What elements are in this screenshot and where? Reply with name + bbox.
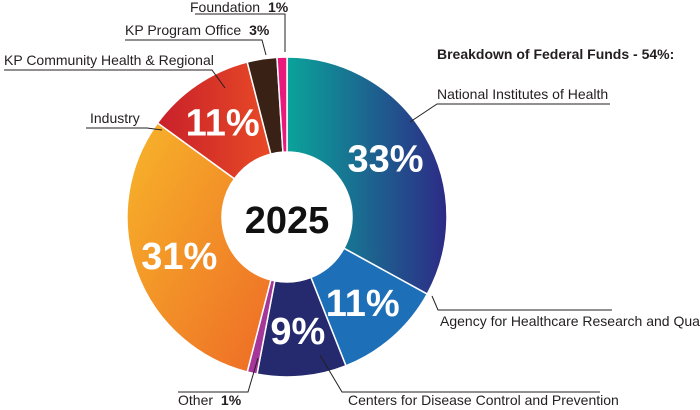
slice-percent-labels: 33%11%9%31%11%: [141, 102, 423, 353]
leader-industry: [86, 127, 163, 131]
label-other: Other 1%: [178, 392, 242, 408]
leader-ahrq: [431, 295, 612, 311]
leader-other: [178, 357, 259, 393]
leader-kpo: [125, 39, 267, 56]
pct-agency-for-healthcare-research-and-quality: 11%: [326, 283, 400, 325]
label-other-name: Other: [178, 392, 213, 408]
pct-national-institutes-of-health: 33%: [348, 139, 424, 181]
slice-industry: [126, 121, 272, 373]
label-nih: National Institutes of Health: [437, 86, 608, 102]
label-industry: Industry: [90, 110, 140, 126]
label-foundation: Foundation 1%: [190, 0, 289, 15]
label-kp-program-office: KP Program Office 3%: [125, 22, 270, 38]
pct-centers-for-disease-control-and-prevention: 9%: [270, 311, 325, 353]
label-cdc: Centers for Disease Control and Preventi…: [348, 392, 619, 408]
label-foundation-pct: 1%: [268, 0, 289, 15]
federal-funds-header: Breakdown of Federal Funds - 54%:: [437, 46, 674, 62]
slice-national-institutes-of-health: [286, 56, 448, 296]
leader-foundation: [195, 13, 286, 52]
label-kpo-pct: 3%: [249, 22, 270, 38]
leader-kpc: [4, 69, 226, 89]
pct-industry: 31%: [141, 236, 217, 278]
leader-lines: [4, 13, 612, 393]
leader-nih: [409, 103, 610, 123]
label-kp-community: KP Community Health & Regional: [4, 52, 214, 68]
pct-kp-community-health-regional: 11%: [186, 102, 260, 144]
label-foundation-name: Foundation: [190, 0, 260, 15]
leader-cdc: [319, 354, 600, 393]
label-kpo-name: KP Program Office: [125, 22, 241, 38]
label-other-pct: 1%: [221, 392, 242, 408]
slice-foundation: [276, 56, 288, 153]
center-year-label: 2025: [245, 200, 330, 242]
donut-slices: [126, 56, 448, 378]
label-ahrq: Agency for Healthcare Research and Quali…: [440, 313, 700, 329]
